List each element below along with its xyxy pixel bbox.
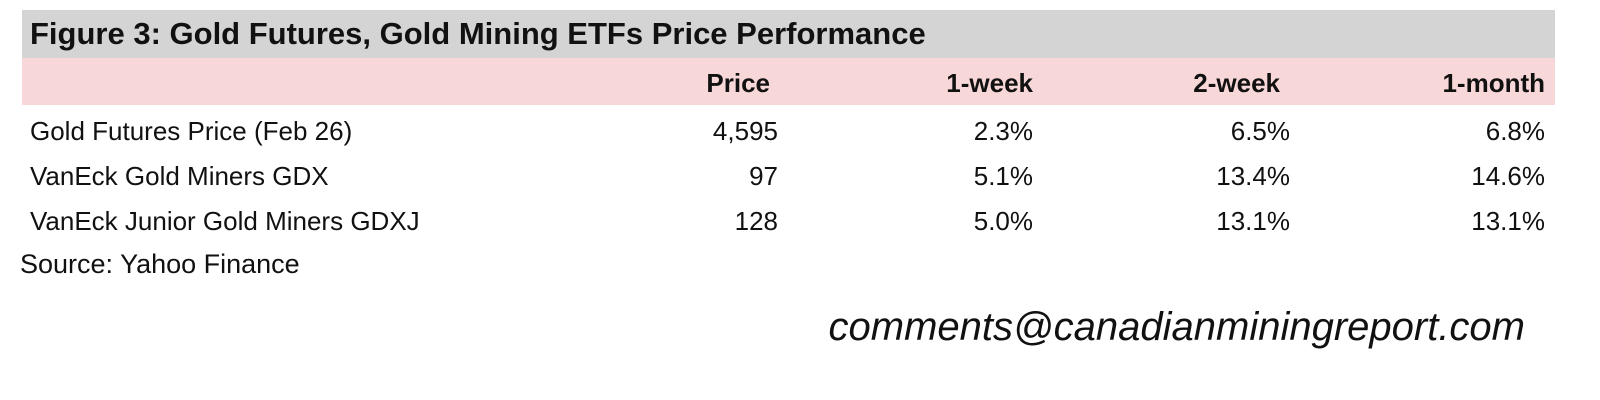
contact-email: comments@canadianminingreport.com — [828, 305, 1525, 349]
row-label: Gold Futures Price (Feb 26) — [30, 116, 353, 146]
column-header: Price — [706, 68, 770, 98]
cell-value: 6.5% — [1230, 116, 1290, 146]
cell-value: 13.1% — [1216, 206, 1290, 236]
header-band — [22, 58, 1555, 105]
source-note: Source: Yahoo Finance — [20, 249, 300, 279]
cell-value: 2.3% — [973, 116, 1033, 146]
cell-value: 6.8% — [1485, 116, 1545, 146]
title-band — [22, 10, 1555, 58]
cell-value: 14.6% — [1471, 161, 1545, 191]
column-header: 1-month — [1442, 68, 1545, 98]
figure-title: Figure 3: Gold Futures, Gold Mining ETFs… — [30, 16, 926, 51]
row-label: VanEck Junior Gold Miners GDXJ — [30, 206, 420, 236]
row-label: VanEck Gold Miners GDX — [30, 161, 329, 191]
cell-value: 4,595 — [712, 116, 778, 146]
cell-value: 5.0% — [973, 206, 1033, 236]
cell-value: 13.1% — [1471, 206, 1545, 236]
column-header: 2-week — [1193, 68, 1280, 98]
cell-value: 97 — [749, 161, 778, 191]
cell-value: 5.1% — [973, 161, 1033, 191]
cell-value: 128 — [734, 206, 778, 236]
cell-value: 13.4% — [1216, 161, 1290, 191]
column-header: 1-week — [946, 68, 1033, 98]
